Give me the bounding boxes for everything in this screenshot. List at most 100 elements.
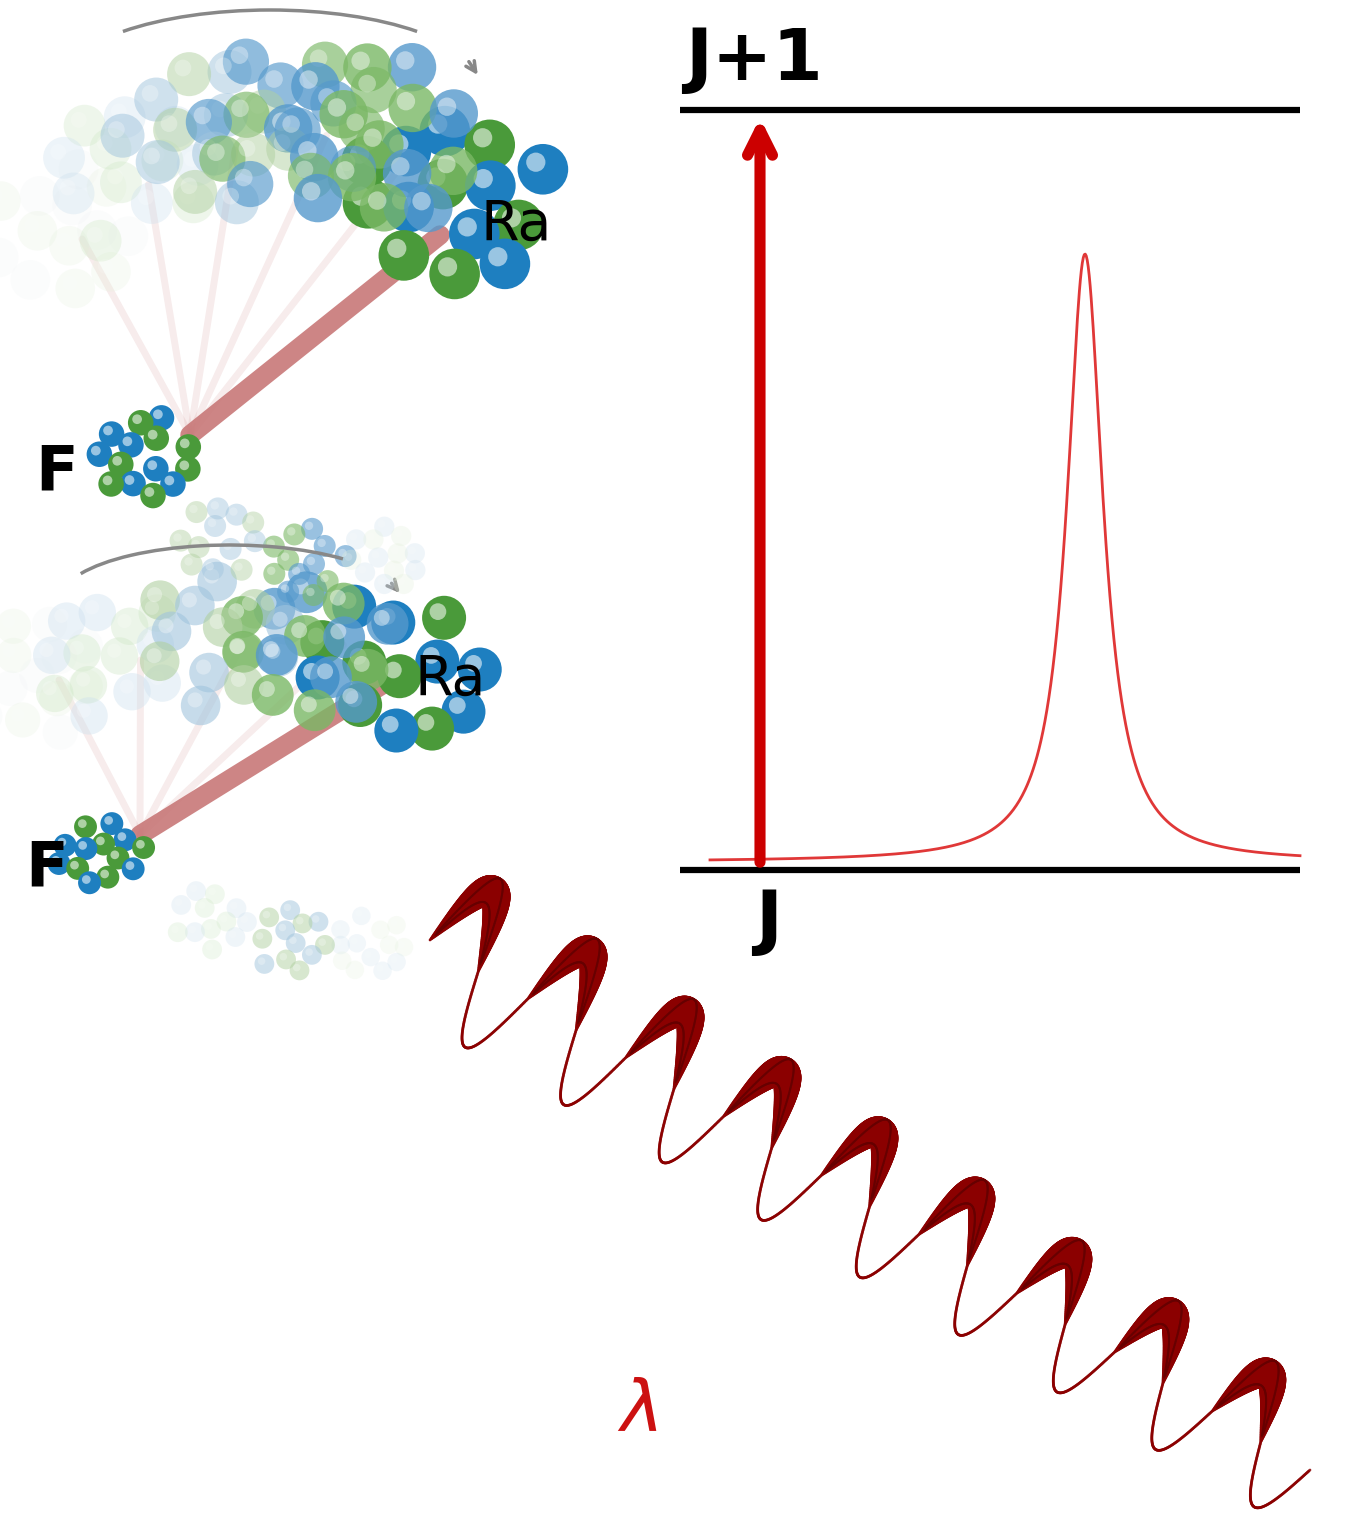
Circle shape xyxy=(162,112,178,129)
Circle shape xyxy=(247,533,256,542)
Circle shape xyxy=(284,524,305,545)
Circle shape xyxy=(139,594,176,632)
Circle shape xyxy=(378,519,385,527)
Circle shape xyxy=(304,662,320,679)
Circle shape xyxy=(313,535,336,557)
Circle shape xyxy=(212,100,228,117)
Circle shape xyxy=(209,614,224,629)
Circle shape xyxy=(230,638,246,655)
Circle shape xyxy=(223,542,232,550)
Circle shape xyxy=(188,536,209,557)
Circle shape xyxy=(180,460,189,471)
Circle shape xyxy=(66,156,81,172)
Circle shape xyxy=(429,147,478,194)
Circle shape xyxy=(255,933,263,940)
Circle shape xyxy=(281,585,289,592)
Circle shape xyxy=(296,161,313,178)
Circle shape xyxy=(347,114,364,131)
Circle shape xyxy=(49,603,85,639)
Circle shape xyxy=(360,184,408,231)
Circle shape xyxy=(479,238,531,289)
Circle shape xyxy=(351,187,370,205)
Circle shape xyxy=(404,184,452,232)
Circle shape xyxy=(59,179,76,196)
Circle shape xyxy=(100,813,123,835)
Circle shape xyxy=(266,644,281,659)
Circle shape xyxy=(354,656,370,671)
Circle shape xyxy=(300,620,344,664)
Circle shape xyxy=(389,84,437,132)
Circle shape xyxy=(104,96,146,138)
Circle shape xyxy=(189,653,230,693)
Circle shape xyxy=(174,898,182,905)
Circle shape xyxy=(466,655,482,671)
Circle shape xyxy=(70,861,78,869)
Circle shape xyxy=(320,574,329,582)
Circle shape xyxy=(410,706,454,750)
Circle shape xyxy=(526,152,545,172)
Circle shape xyxy=(78,842,86,849)
Circle shape xyxy=(103,475,112,485)
Circle shape xyxy=(238,911,256,933)
Circle shape xyxy=(350,533,358,541)
Circle shape xyxy=(53,185,92,225)
Circle shape xyxy=(194,898,215,917)
Circle shape xyxy=(0,638,31,673)
Circle shape xyxy=(281,553,289,561)
Circle shape xyxy=(50,144,66,159)
Circle shape xyxy=(173,533,182,542)
Circle shape xyxy=(390,919,397,927)
Circle shape xyxy=(261,595,277,611)
Circle shape xyxy=(397,577,405,585)
Circle shape xyxy=(0,671,27,706)
Circle shape xyxy=(186,881,207,901)
Circle shape xyxy=(215,58,232,74)
Circle shape xyxy=(367,533,374,541)
Circle shape xyxy=(339,548,347,557)
Circle shape xyxy=(329,589,346,606)
Circle shape xyxy=(458,217,477,237)
Circle shape xyxy=(70,697,108,735)
Circle shape xyxy=(196,659,211,674)
Circle shape xyxy=(266,539,275,548)
Circle shape xyxy=(230,507,238,516)
Circle shape xyxy=(338,153,355,172)
Circle shape xyxy=(502,208,521,228)
Circle shape xyxy=(441,690,486,734)
Circle shape xyxy=(123,436,132,447)
Circle shape xyxy=(82,875,90,884)
Circle shape xyxy=(423,595,466,639)
Circle shape xyxy=(189,504,197,513)
Circle shape xyxy=(150,671,165,685)
Circle shape xyxy=(305,948,313,955)
Circle shape xyxy=(374,516,394,536)
Circle shape xyxy=(362,948,379,966)
Circle shape xyxy=(355,120,404,169)
Circle shape xyxy=(350,649,366,665)
Circle shape xyxy=(290,960,309,980)
Circle shape xyxy=(387,916,406,934)
Circle shape xyxy=(143,456,169,482)
Circle shape xyxy=(348,965,356,971)
Circle shape xyxy=(208,518,216,527)
Circle shape xyxy=(107,846,130,869)
Circle shape xyxy=(18,211,57,251)
Circle shape xyxy=(394,529,402,538)
Circle shape xyxy=(306,557,315,565)
Circle shape xyxy=(331,623,347,639)
Circle shape xyxy=(371,600,416,644)
Circle shape xyxy=(90,445,101,456)
Circle shape xyxy=(111,851,119,860)
Circle shape xyxy=(309,911,328,931)
Circle shape xyxy=(59,149,99,188)
Circle shape xyxy=(70,112,86,128)
Circle shape xyxy=(148,406,174,431)
Circle shape xyxy=(240,916,248,924)
Circle shape xyxy=(165,475,174,486)
Text: Ra: Ra xyxy=(414,653,486,706)
Circle shape xyxy=(215,181,259,225)
Circle shape xyxy=(302,182,320,201)
Circle shape xyxy=(144,600,159,615)
Circle shape xyxy=(296,917,304,925)
Circle shape xyxy=(63,635,101,671)
